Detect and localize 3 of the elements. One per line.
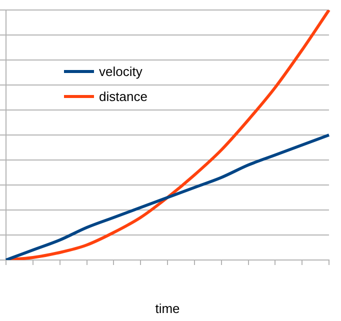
legend-label: distance xyxy=(99,89,148,104)
legend-label: velocity xyxy=(99,64,142,79)
x-axis-title: time xyxy=(155,300,180,316)
